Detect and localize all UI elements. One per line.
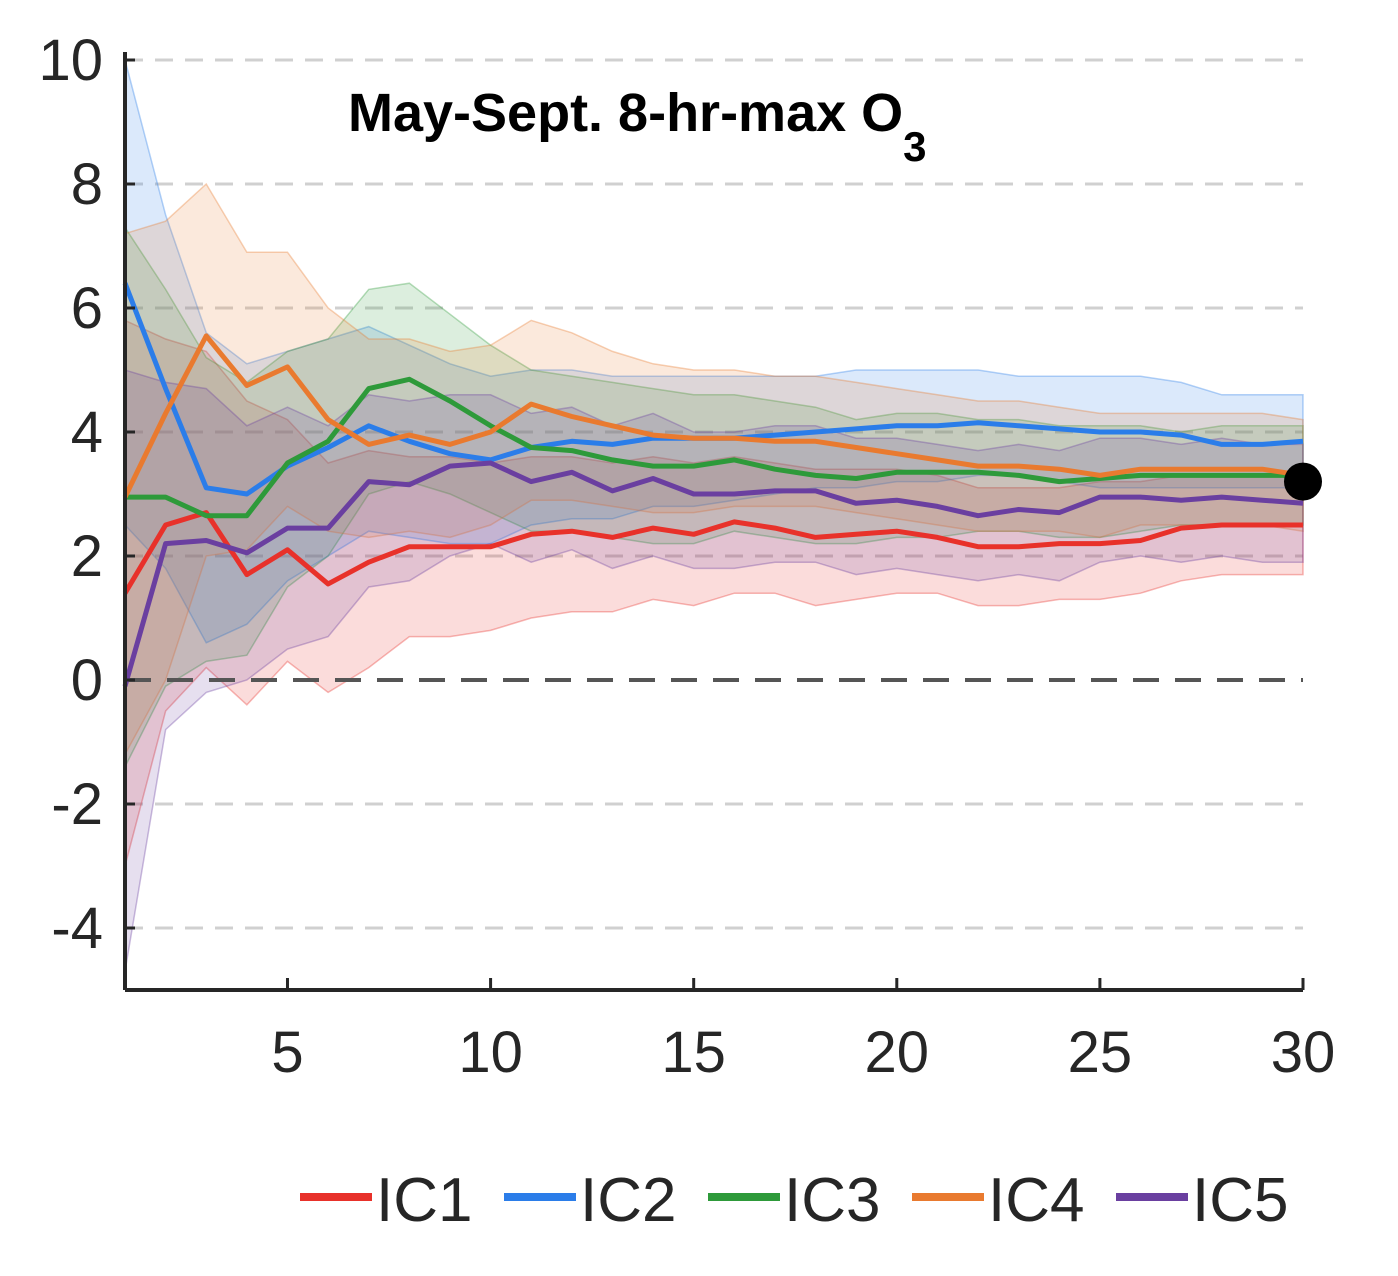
- y-tick-labels: 10 8 6 4 2 0 -2 -4: [38, 28, 135, 961]
- legend-label-ic4: IC4: [988, 1166, 1084, 1235]
- band-ic5: [124, 368, 1304, 972]
- confidence-bands: [124, 59, 1304, 972]
- legend-label-ic3: IC3: [784, 1166, 880, 1235]
- chart-title-subscript: 3: [903, 123, 926, 170]
- series-lines: [122, 282, 1304, 687]
- series-line-ic1: [122, 510, 1303, 595]
- x-tick-label: 15: [661, 1020, 726, 1085]
- axes: [123, 52, 1303, 992]
- series-line-ic5: [122, 460, 1304, 687]
- y-tick-label: -4: [51, 896, 103, 961]
- legend-label-ic2: IC2: [580, 1166, 676, 1235]
- x-tick-labels: 5 10 15 20 25 30: [271, 978, 1335, 1085]
- y-tick-label: 6: [71, 276, 103, 341]
- y-tick-label: 10: [38, 28, 103, 93]
- chart-title: May-Sept. 8-hr-max O3: [348, 83, 927, 170]
- legend: IC1 IC2 IC3 IC4 IC5: [300, 1166, 1288, 1235]
- series-line-ic3: [125, 376, 1303, 519]
- band-ic1: [124, 319, 1304, 867]
- x-tick-label: 5: [271, 1020, 303, 1085]
- y-tick-label: -2: [51, 772, 103, 837]
- band-ic4: [124, 182, 1304, 755]
- legend-label-ic5: IC5: [1192, 1166, 1288, 1235]
- x-tick-label: 25: [1068, 1020, 1133, 1085]
- y-tick-label: 2: [71, 524, 103, 589]
- y-tick-label: 0: [71, 648, 103, 713]
- series-line-ic4: [122, 333, 1304, 499]
- legend-label-ic1: IC1: [376, 1166, 472, 1235]
- x-tick-label: 30: [1271, 1020, 1336, 1085]
- y-gridlines: [125, 58, 1303, 930]
- y-tick-label: 4: [71, 400, 103, 465]
- x-tick-label: 10: [458, 1020, 523, 1085]
- chart-title-main: May-Sept. 8-hr-max O: [348, 83, 903, 143]
- y-tick-label: 8: [71, 152, 103, 217]
- end-marker-point: [1284, 462, 1322, 501]
- x-tick-label: 20: [865, 1020, 930, 1085]
